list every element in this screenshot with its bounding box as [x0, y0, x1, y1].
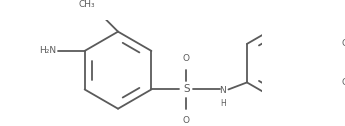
Text: N: N [219, 86, 226, 95]
Text: Cl: Cl [342, 78, 345, 87]
Text: O: O [183, 116, 190, 125]
Text: Cl: Cl [342, 39, 345, 48]
Text: O: O [183, 54, 190, 63]
Text: H: H [220, 99, 226, 108]
Text: S: S [183, 84, 190, 94]
Text: CH₃: CH₃ [79, 0, 96, 9]
Text: H₂N: H₂N [39, 46, 56, 55]
